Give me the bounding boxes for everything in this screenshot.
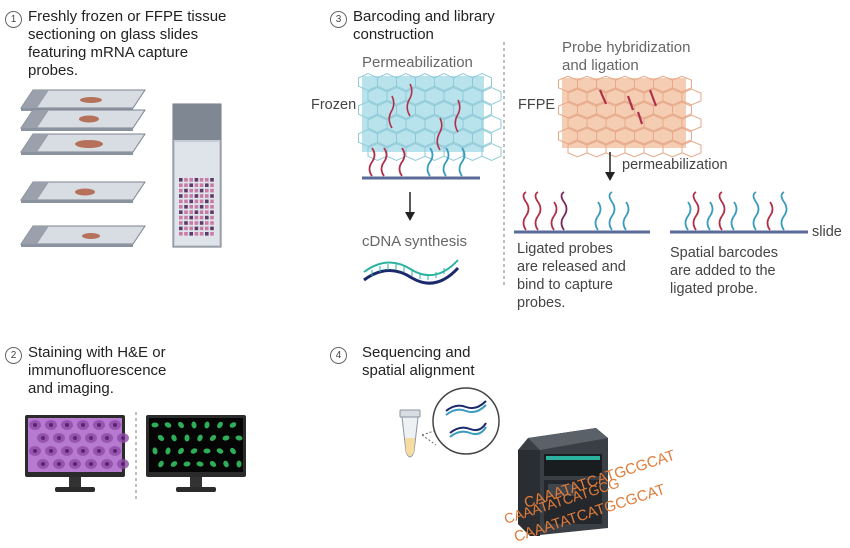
step-2-number: 2 — [5, 347, 22, 364]
spatial-barcodes-text: Spatial barcodes are added to the ligate… — [670, 245, 779, 297]
glass-slide — [20, 109, 146, 131]
immunofluorescence-monitor — [146, 415, 246, 492]
cdna-synthesis-label: cDNA synthesis — [362, 233, 468, 250]
step-3-number: 3 — [330, 11, 347, 28]
glass-slide — [20, 225, 146, 247]
step-1-text: Freshly frozen or FFPE tissue sectioning… — [28, 8, 227, 79]
frozen-label: Frozen — [311, 97, 357, 113]
probe-hybridization-label: Probe hybridization and ligation — [562, 39, 691, 74]
glass-slide — [20, 181, 146, 203]
permeabilization-label: Permeabilization — [362, 54, 473, 71]
step-4-number: 4 — [330, 347, 347, 364]
ligated-probes-text: Ligated probes are released and bind to … — [517, 241, 626, 311]
ffpe-tissue-block — [558, 75, 702, 158]
sequencer-machine — [518, 428, 608, 536]
ffpe-label: FFPE — [518, 97, 556, 113]
permeabilization-arrow-label: permeabilization — [622, 157, 728, 173]
sample-tube-icon — [399, 409, 421, 458]
down-arrow — [405, 192, 415, 221]
ligated-probes-slide — [514, 191, 650, 234]
glass-slides-stack — [20, 89, 146, 247]
frozen-capture-probes — [362, 147, 480, 180]
down-arrow — [605, 152, 615, 181]
glass-slide — [20, 89, 146, 111]
divider-dotted — [503, 42, 505, 288]
cdna-strand — [363, 259, 460, 285]
sequence-readout: CAAATATCATGCGCAT CAAATATCATGCG CAAATATCA… — [502, 447, 677, 546]
step-3-text: Barcoding and library construction — [353, 8, 495, 43]
slide-label: slide — [812, 224, 842, 240]
frozen-tissue-block — [358, 73, 502, 161]
he-stain-monitor — [25, 415, 129, 492]
step-1-number: 1 — [5, 11, 22, 28]
step-4-text: Sequencing and spatial alignment — [362, 344, 475, 379]
spatial-barcode-slide — [670, 191, 808, 234]
capture-array-slide — [172, 103, 222, 248]
glass-slide — [20, 133, 146, 155]
step-2-text: Staining with H&E or immunofluorescence … — [28, 344, 167, 397]
magnified-dna-circle — [421, 387, 500, 455]
divider-dotted — [135, 412, 137, 500]
